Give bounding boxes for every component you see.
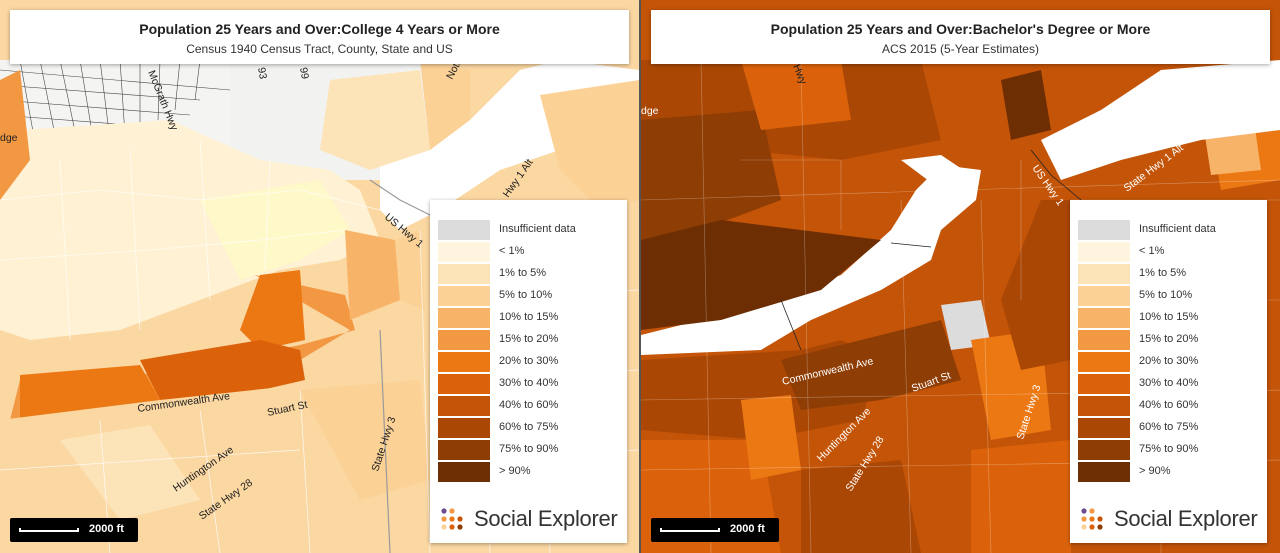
legend-label: < 1% bbox=[499, 245, 525, 257]
legend-label: 15% to 20% bbox=[1139, 333, 1199, 345]
right-map-subtitle: ACS 2015 (5-Year Estimates) bbox=[882, 42, 1039, 56]
legend-swatch bbox=[438, 352, 490, 372]
left-map-subtitle: Census 1940 Census Tract, County, State … bbox=[186, 42, 453, 56]
legend-swatch bbox=[438, 396, 490, 416]
legend-swatch bbox=[1078, 242, 1130, 262]
legend-label: 10% to 15% bbox=[1139, 311, 1199, 323]
legend-swatch bbox=[1078, 352, 1130, 372]
right-map-canvas[interactable]: dge Hwy US Hwy 1 State Hwy 1 Alt Commonw… bbox=[641, 0, 1280, 553]
road-label-93: 93 bbox=[255, 66, 269, 80]
left-map-legend: Insufficient data < 1% 1% to 5% 5% to 10% 10… bbox=[430, 200, 627, 543]
legend-swatch bbox=[438, 330, 490, 350]
legend-label: 40% to 60% bbox=[1139, 399, 1199, 411]
brand-name: Social Explorer bbox=[474, 506, 618, 531]
left-map-panel[interactable]: dge McGrath Hwy 93 99 Noto Hwy 1 Alt US … bbox=[0, 0, 639, 553]
legend-label: 60% to 75% bbox=[1139, 421, 1199, 433]
legend-label: 1% to 5% bbox=[1139, 267, 1187, 279]
legend-swatch bbox=[438, 242, 490, 262]
legend-label: > 90% bbox=[1139, 465, 1171, 477]
dots-logo-icon bbox=[1081, 508, 1103, 530]
legend-swatch bbox=[1078, 396, 1130, 416]
legend-swatch bbox=[438, 220, 490, 240]
legend-swatch bbox=[1078, 330, 1130, 350]
road-label-dge-right: dge bbox=[641, 105, 659, 117]
left-map-title: Population 25 Years and Over:College 4 Y… bbox=[139, 21, 500, 37]
scale-label: 2000 ft bbox=[89, 523, 124, 535]
legend-label: 75% to 90% bbox=[499, 443, 559, 455]
legend-swatch bbox=[1078, 220, 1130, 240]
legend-swatch bbox=[438, 374, 490, 394]
legend-swatch bbox=[438, 308, 490, 328]
legend-label: 20% to 30% bbox=[499, 355, 559, 367]
panel-divider[interactable] bbox=[639, 0, 641, 553]
legend-label: 15% to 20% bbox=[499, 333, 559, 345]
legend-swatch bbox=[1078, 264, 1130, 284]
legend-label: 1% to 5% bbox=[499, 267, 547, 279]
scale-label: 2000 ft bbox=[730, 523, 765, 535]
left-map-title-box: Population 25 Years and Over:College 4 Y… bbox=[10, 10, 629, 64]
legend-label: 5% to 10% bbox=[1139, 289, 1193, 301]
legend-swatch bbox=[1078, 286, 1130, 306]
right-map-title-box: Population 25 Years and Over:Bachelor's … bbox=[651, 10, 1270, 64]
right-map-title: Population 25 Years and Over:Bachelor's … bbox=[770, 21, 1151, 37]
right-map-legend: Insufficient data < 1% 1% to 5% 5% to 10% 10… bbox=[1070, 200, 1267, 543]
legend-label: 75% to 90% bbox=[1139, 443, 1199, 455]
legend-swatch bbox=[438, 418, 490, 438]
legend-swatch bbox=[1078, 440, 1130, 460]
scale-bar-graphic bbox=[19, 528, 79, 532]
brand-name: Social Explorer bbox=[1114, 506, 1258, 531]
legend-swatch bbox=[1078, 374, 1130, 394]
legend-swatch bbox=[438, 440, 490, 460]
legend-swatch bbox=[438, 286, 490, 306]
right-map-panel[interactable]: dge Hwy US Hwy 1 State Hwy 1 Alt Commonw… bbox=[641, 0, 1280, 553]
legend-label: 40% to 60% bbox=[499, 399, 559, 411]
left-scale-bar: 2000 ft bbox=[10, 518, 138, 542]
legend-label: 5% to 10% bbox=[499, 289, 553, 301]
right-scale-bar: 2000 ft bbox=[651, 518, 779, 542]
legend-label: 60% to 75% bbox=[499, 421, 559, 433]
legend-swatch bbox=[1078, 462, 1130, 482]
legend-label: 10% to 15% bbox=[499, 311, 559, 323]
legend-label: Insufficient data bbox=[1139, 223, 1216, 235]
legend-swatch bbox=[438, 264, 490, 284]
legend-swatch bbox=[1078, 308, 1130, 328]
legend-label: < 1% bbox=[1139, 245, 1165, 257]
legend-swatch bbox=[1078, 418, 1130, 438]
legend-label: Insufficient data bbox=[499, 223, 576, 235]
legend-swatch bbox=[438, 462, 490, 482]
legend-label: > 90% bbox=[499, 465, 531, 477]
legend-label: 30% to 40% bbox=[1139, 377, 1199, 389]
legend-label: 20% to 30% bbox=[1139, 355, 1199, 367]
road-label-99: 99 bbox=[297, 66, 311, 80]
scale-bar-graphic bbox=[660, 528, 720, 532]
road-label-dge: dge bbox=[0, 132, 18, 144]
legend-label: 30% to 40% bbox=[499, 377, 559, 389]
dots-logo-icon bbox=[441, 508, 463, 530]
